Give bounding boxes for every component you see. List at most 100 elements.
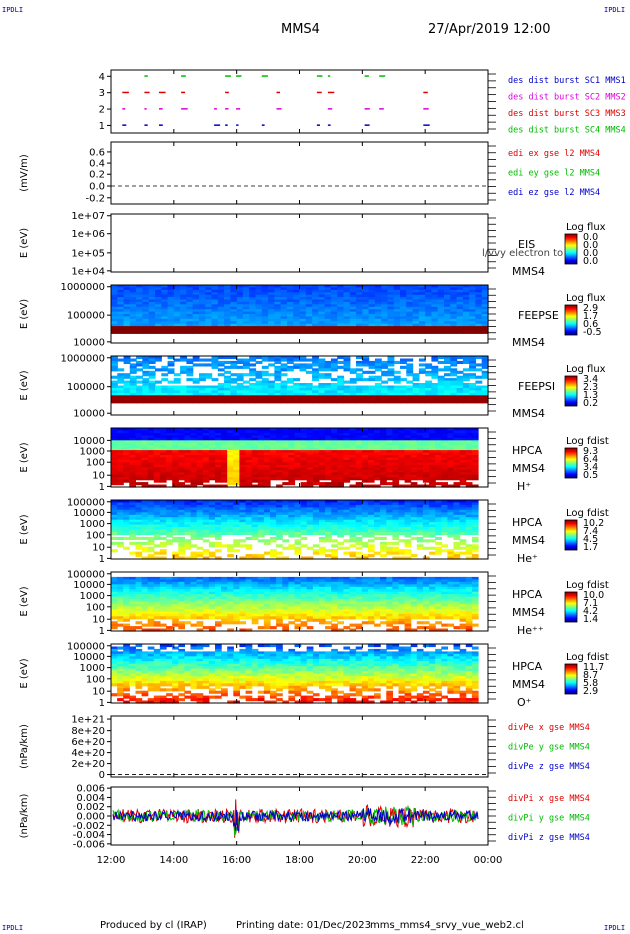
spectrogram-cell <box>305 383 313 387</box>
spectrogram-cell <box>325 457 332 461</box>
spectrogram-cell <box>293 385 301 389</box>
spectrogram-cell <box>180 323 187 327</box>
spectrogram-cell <box>230 304 238 308</box>
spectrogram-cell <box>412 385 420 389</box>
spectrogram-cell <box>431 301 439 305</box>
spectrogram-cell <box>387 358 395 362</box>
spectrogram-cell <box>135 608 143 612</box>
spectrogram-cell <box>280 385 288 389</box>
spectrogram-cell <box>331 457 338 461</box>
spectrogram-cell <box>312 464 320 468</box>
spectrogram-cell <box>239 524 247 528</box>
spectrogram-cell <box>324 314 332 317</box>
spectrogram-cell <box>111 304 118 308</box>
spectrogram-cell <box>465 544 473 548</box>
spectrogram-cell <box>386 517 393 521</box>
spectrogram-cell <box>453 517 461 521</box>
spectrogram-cell <box>147 532 155 536</box>
spectrogram-cell <box>305 299 313 303</box>
spectrogram-cell <box>462 316 470 320</box>
spectrogram-cell <box>337 460 344 464</box>
y-tick-label: 100000 <box>67 311 105 322</box>
spectrogram-cell <box>380 541 387 545</box>
hpca_h-colorbar-tick: 9.3 <box>583 446 598 457</box>
spectrogram-cell <box>381 323 389 327</box>
spectrogram-cell <box>111 611 118 615</box>
spectrogram-cell <box>196 522 204 526</box>
spectrogram-cell <box>215 534 222 538</box>
spectrogram-cell <box>178 527 185 531</box>
spectrogram-cell <box>422 447 430 451</box>
spectrogram-cell <box>305 395 313 399</box>
spectrogram-cell <box>282 445 289 449</box>
spectrogram-cell <box>343 318 351 322</box>
spectrogram-cell <box>251 445 259 449</box>
spectrogram-cell <box>166 522 173 526</box>
spectrogram-cell <box>135 442 143 446</box>
spectrogram-cell <box>111 397 118 401</box>
spectrogram-cell <box>111 287 118 291</box>
spectrogram-cell <box>325 529 332 533</box>
spectrogram-cell <box>199 392 206 396</box>
spectrogram-cell <box>349 292 357 296</box>
spectrogram-cell <box>148 400 156 404</box>
spectrogram-cell <box>153 442 161 446</box>
spectrogram-cell <box>300 462 308 466</box>
spectrogram-cell <box>374 294 382 298</box>
spectrogram-cell <box>274 397 282 401</box>
spectrogram-cell <box>186 285 194 288</box>
spectrogram-cell <box>123 502 130 506</box>
spectrogram-cell <box>136 390 143 394</box>
spectrogram-cell <box>211 326 219 330</box>
spectrogram-cell <box>374 392 382 396</box>
spectrogram-cell <box>135 586 143 590</box>
spectrogram-cell <box>280 368 288 372</box>
spectrogram-cell <box>167 323 175 327</box>
spectrogram-cell <box>404 440 412 444</box>
spectrogram-cell <box>142 311 150 315</box>
spectrogram-cell <box>294 549 302 553</box>
spectrogram-cell <box>123 472 130 476</box>
spectrogram-cell <box>117 318 125 322</box>
spectrogram-cell <box>386 474 393 478</box>
spectrogram-cell <box>141 435 149 439</box>
spectrogram-cell <box>192 392 200 396</box>
spectrogram-cell <box>224 385 231 389</box>
spectrogram-cell <box>319 509 326 513</box>
spectrogram-cell <box>230 316 238 320</box>
spectrogram-cell <box>453 450 461 454</box>
spectrogram-cell <box>111 541 118 545</box>
spectrogram-cell <box>305 358 313 362</box>
spectrogram-cell <box>147 502 155 506</box>
spectrogram-cell <box>180 368 187 372</box>
spectrogram-cell <box>459 482 467 486</box>
spectrogram-cell <box>416 430 424 434</box>
spectrogram-cell <box>192 397 200 401</box>
spectrogram-cell <box>355 546 363 550</box>
spectrogram-cell <box>245 484 253 488</box>
spectrogram-cell <box>392 437 400 441</box>
spectrogram-cell <box>441 477 448 481</box>
spectrogram-cell <box>117 509 124 513</box>
spectrogram-cell <box>459 500 467 504</box>
spectrogram-cell <box>392 430 400 434</box>
hpca_he-instrument-label: He⁺ <box>517 552 538 565</box>
spectrogram-cell <box>215 474 222 478</box>
spectrogram-cell <box>406 397 414 401</box>
spectrogram-cell <box>343 363 351 367</box>
spectrogram-cell <box>450 304 458 308</box>
spectrogram-cell <box>153 477 161 481</box>
spectrogram-cell <box>343 445 351 449</box>
spectrogram-cell <box>205 395 213 399</box>
spectrogram-cell <box>362 292 370 296</box>
spectrogram-cell <box>172 536 179 540</box>
spectrogram-cell <box>288 442 296 446</box>
spectrogram-cell <box>471 556 479 560</box>
spectrogram-cell <box>205 375 213 379</box>
spectrogram-cell <box>337 378 345 382</box>
spectrogram-cell <box>392 507 400 511</box>
spectrogram-cell <box>221 512 228 516</box>
spectrogram-cell <box>178 435 185 439</box>
spectrogram-cell <box>325 445 332 449</box>
spectrogram-cell <box>475 397 483 401</box>
